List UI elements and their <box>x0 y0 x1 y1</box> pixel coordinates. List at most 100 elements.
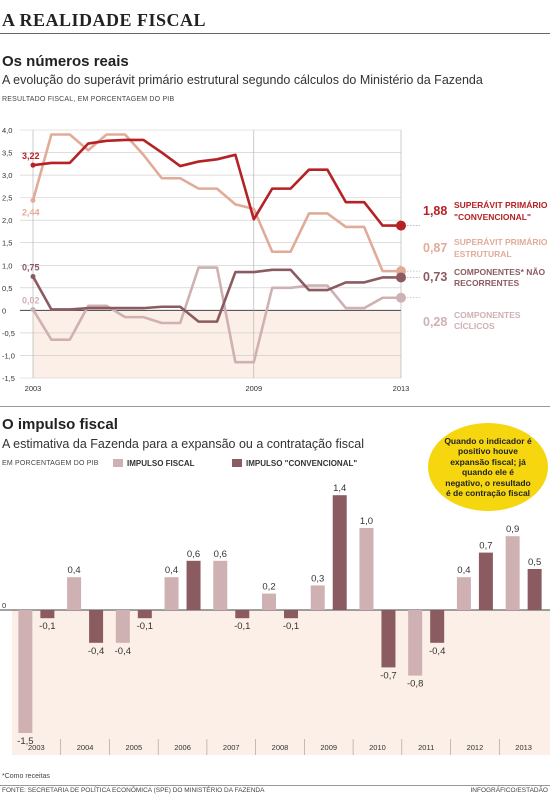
series-line <box>31 266 401 364</box>
bar <box>89 610 104 643</box>
bar <box>505 536 520 610</box>
bar <box>18 610 33 733</box>
series-name-label: ESTRUTURAL <box>454 249 512 259</box>
y-tick-label: 2,0 <box>2 216 12 225</box>
series-name-label: RECORRENTES <box>454 278 520 288</box>
start-point <box>30 162 36 168</box>
x-tick-label: 2013 <box>515 743 532 752</box>
bar-value-label: 0,4 <box>165 565 178 576</box>
section2-unit: EM PORCENTAGEM DO PIB <box>2 460 99 467</box>
legend-swatch-impulso-fiscal <box>113 459 123 467</box>
callout-text: Quando o indicador é positivo houve expa… <box>444 435 532 499</box>
bar-value-label: 0,2 <box>262 582 275 593</box>
y-tick-label: -1,5 <box>2 374 15 383</box>
bar-value-label: 0,5 <box>528 557 541 568</box>
header-rule <box>0 33 550 34</box>
bar <box>456 577 471 610</box>
bar-value-label: -1,5 <box>17 736 33 747</box>
y-tick-label: 0 <box>2 306 6 315</box>
bar-value-label: 1,4 <box>333 483 346 494</box>
bar-value-label: -0,4 <box>88 646 104 657</box>
bar <box>284 610 298 619</box>
start-value-label: 2,44 <box>22 207 40 217</box>
section1-subtitle: A evolução do superávit primário estrutu… <box>2 73 483 87</box>
series-name-label: "CONVENCIONAL" <box>454 212 531 222</box>
y-tick-label: 4,0 <box>2 126 12 135</box>
series-line <box>31 133 401 273</box>
bar-value-label: 0,9 <box>506 524 519 535</box>
section-divider <box>0 406 550 407</box>
x-tick-label: 2005 <box>125 743 142 752</box>
bar-value-label: -0,1 <box>137 621 153 632</box>
bar-value-label: 0,3 <box>311 573 324 584</box>
end-value-label: 0,87 <box>423 241 447 255</box>
bar <box>478 552 493 610</box>
y-tick-label: 0,5 <box>2 284 12 293</box>
y-tick-label: 1,0 <box>2 261 12 270</box>
start-value-label: 0,75 <box>22 263 40 273</box>
callout-note: Quando o indicador é positivo houve expa… <box>428 423 548 511</box>
bar <box>213 560 228 610</box>
bar-value-label: -0,1 <box>234 621 250 632</box>
footnote: *Como receitas <box>2 773 50 780</box>
bar <box>235 610 250 619</box>
section2-subtitle: A estimativa da Fazenda para a expansão … <box>2 437 365 451</box>
bar-value-label: -0,8 <box>407 679 423 690</box>
x-tick-label: 2010 <box>369 743 386 752</box>
bar <box>115 610 130 643</box>
source-note: FONTE: SECRETARIA DE POLÍTICA ECONÔMICA … <box>2 787 265 794</box>
y-tick-label: 0 <box>2 601 6 610</box>
bar <box>381 610 396 668</box>
bar <box>332 495 347 610</box>
bar <box>137 610 152 619</box>
end-point <box>396 272 406 283</box>
y-tick-label: -0,5 <box>2 329 15 338</box>
section1-title: Os números reais <box>2 53 129 70</box>
x-tick-label: 2003 <box>25 384 42 393</box>
series-name-label: COMPONENTES <box>454 310 521 320</box>
credit-note: INFOGRÁFICO/ESTADÃO <box>470 787 548 794</box>
bar-chart: 0 2003-1,5 -0,1 2004 0,4 -0,4 2005 -0,4 -0,1 2006… <box>0 483 550 755</box>
section1-unit: RESULTADO FISCAL, EM PORCENTAGEM DO PIB <box>2 96 175 103</box>
y-tick-label: 3,0 <box>2 171 12 180</box>
bar-value-label: -0,1 <box>39 621 55 632</box>
series-name-label: CÍCLICOS <box>454 321 495 331</box>
bar-value-label: 0,6 <box>214 549 227 560</box>
series-line <box>31 268 401 323</box>
y-tick-label: -1,0 <box>2 351 15 360</box>
bar-value-label: 1,0 <box>360 516 373 527</box>
bar <box>359 528 374 610</box>
x-tick-label: 2012 <box>467 743 484 752</box>
section2-title: O impulso fiscal <box>2 416 118 433</box>
x-tick-label: 2003 <box>28 743 45 752</box>
end-value-label: 1,88 <box>423 204 447 218</box>
legend-label-impulso-convencional: IMPULSO "CONVENCIONAL" <box>246 459 358 468</box>
start-point <box>30 197 36 203</box>
series-name-label: COMPONENTES* NÃO <box>454 267 546 277</box>
x-tick-label: 2006 <box>174 743 191 752</box>
bar <box>408 610 423 676</box>
x-tick-label: 2007 <box>223 743 240 752</box>
bar-value-label: -0,4 <box>429 646 445 657</box>
start-value-label: 0,02 <box>22 295 40 305</box>
bar <box>40 610 55 619</box>
bar-value-label: -0,7 <box>380 670 396 681</box>
end-point <box>396 292 406 303</box>
y-tick-label: 1,5 <box>2 239 12 248</box>
bar-value-label: 0,4 <box>67 565 80 576</box>
end-point <box>396 220 406 231</box>
y-tick-label: 2,5 <box>2 194 12 203</box>
series-name-label: SUPERÁVIT PRIMÁRIO <box>454 237 548 247</box>
footer-rule <box>0 785 550 786</box>
y-tick-label: 3,5 <box>2 149 12 158</box>
page-title: A REALIDADE FISCAL <box>2 10 207 30</box>
bar-value-label: 0,7 <box>479 541 492 552</box>
x-tick-label: 2008 <box>272 743 289 752</box>
x-tick-label: 2009 <box>320 743 337 752</box>
x-tick-label: 2011 <box>418 743 434 752</box>
x-tick-label: 2013 <box>393 384 410 393</box>
bar <box>310 585 325 610</box>
x-tick-label: 2004 <box>77 743 94 752</box>
bar-value-label: 0,6 <box>187 549 200 560</box>
end-value-label: 0,73 <box>423 270 447 284</box>
